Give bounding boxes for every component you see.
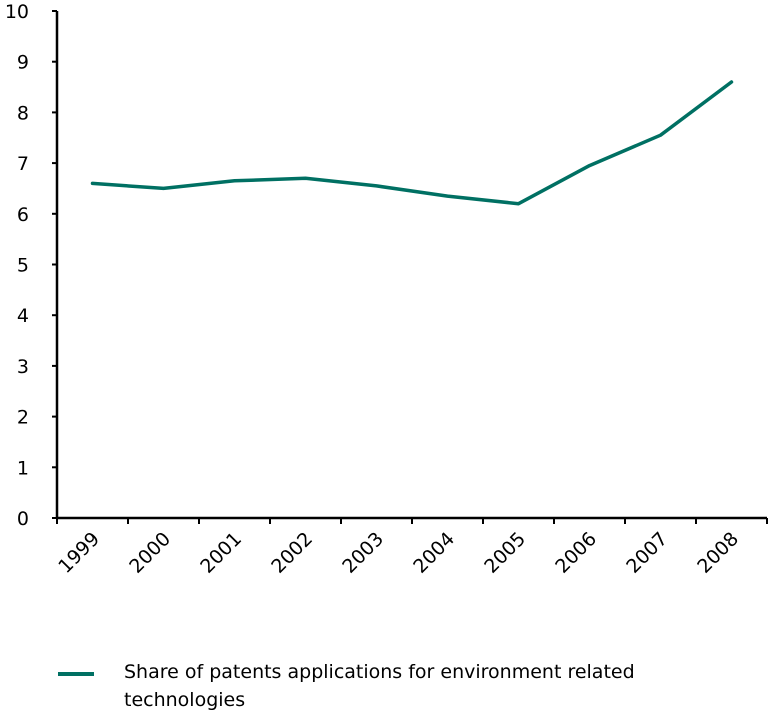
x-axis-ticks: 1999 2000 2001 2002 2003 2004 2005 2006 2007 2008	[54, 518, 768, 578]
x-tick-label: 2003	[338, 528, 388, 578]
legend-label: Share of patents applications for enviro…	[124, 661, 635, 711]
x-tick-label: 1999	[54, 528, 104, 578]
y-tick-label: 8	[17, 102, 29, 124]
series-line	[90, 80, 734, 206]
legend: Share of patents applications for enviro…	[58, 658, 724, 714]
y-axis-ticks: 0 1 2 3 4 5 6 7 8 9 10	[5, 1, 57, 530]
x-tick-label: 2002	[267, 528, 317, 578]
x-tick-label: 2007	[622, 528, 672, 578]
line-chart: 0 1 2 3 4 5 6 7 8 9 10 1999 2000 2001 2002 2003 2004 200…	[5, 1, 768, 578]
y-tick-label: 6	[17, 204, 29, 226]
x-tick-label: 2000	[125, 528, 175, 578]
x-tick-label: 2008	[693, 528, 743, 578]
y-tick-label: 7	[17, 153, 29, 175]
x-tick-label: 2004	[409, 528, 459, 578]
y-tick-label: 2	[17, 407, 29, 429]
x-tick-label: 2005	[480, 528, 530, 578]
y-tick-label: 9	[17, 52, 29, 74]
x-tick-label: 2006	[551, 528, 601, 578]
series-group	[90, 80, 734, 206]
legend-swatch-line	[58, 672, 94, 676]
y-tick-label: 1	[17, 457, 29, 479]
x-tick-label: 2001	[196, 528, 246, 578]
y-tick-label: 3	[17, 356, 29, 378]
y-tick-label: 10	[5, 1, 29, 23]
y-tick-label: 5	[17, 255, 29, 277]
y-tick-label: 0	[17, 508, 29, 530]
y-tick-label: 4	[17, 305, 29, 327]
